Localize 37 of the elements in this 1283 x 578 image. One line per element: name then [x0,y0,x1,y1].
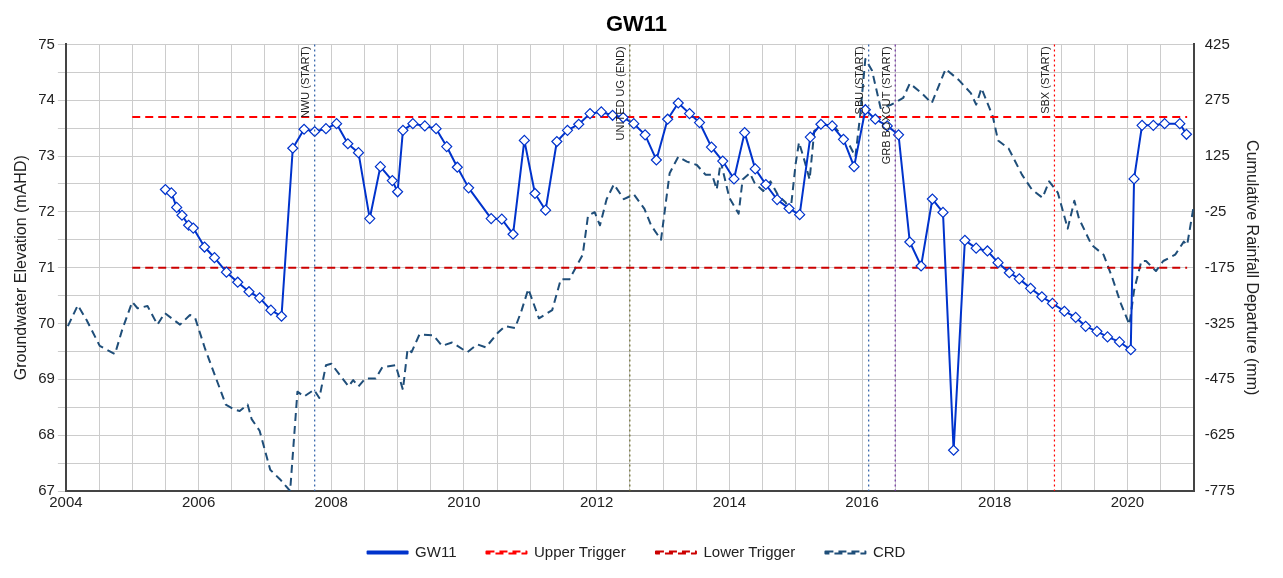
y2-tick-label: -175 [1204,257,1235,275]
x-tick-label: 2016 [845,493,879,511]
y2-tick-label: -625 [1204,425,1235,443]
y-tick-label: 72 [38,202,55,220]
x-tick-label: 2020 [1110,493,1145,511]
y-tick-label: 71 [38,257,55,275]
y-tick-label: 69 [38,369,55,387]
y2-tick-label: 125 [1204,146,1230,164]
y2-axis-title: Cumulative Rainfall Departure (mm) [1243,140,1261,396]
y-tick-label: 74 [38,90,55,108]
y-tick-label: 75 [38,34,55,52]
y2-tick-label: -325 [1204,313,1235,331]
legend-label: Upper Trigger [533,542,626,560]
y-tick-label: 70 [38,313,55,331]
x-tick-label: 2018 [978,493,1012,511]
y-tick-label: 68 [38,425,55,443]
legend-label: Lower Trigger [703,542,796,560]
x-tick-label: 2012 [579,493,614,511]
y-tick-label: 73 [38,146,55,164]
x-tick-label: 2008 [314,493,348,511]
y2-tick-label: 275 [1204,90,1230,108]
legend-label: GW11 [415,542,457,560]
chart-title: GW11 [605,11,668,37]
y2-tick-label: -775 [1204,481,1235,499]
ref-line-label: SBX (START) [1038,46,1051,114]
x-tick-label: 2010 [447,493,481,511]
y-axis-title: Groundwater Elevation (mAHD) [12,155,30,381]
x-tick-label: 2014 [712,493,747,511]
ref-line-label: SBU (START) [853,46,866,115]
legend-label: CRD [872,542,906,560]
x-tick-label: 2006 [181,493,216,511]
ref-line-label: NWU (START) [299,46,312,119]
ref-line-label: UNITED UG (END) [614,46,627,141]
y2-tick-label: 425 [1204,34,1230,52]
ref-line-label: GRB BOXCUT (START) [879,46,892,165]
y2-tick-label: -475 [1204,369,1235,387]
y2-tick-label: -25 [1204,202,1227,220]
